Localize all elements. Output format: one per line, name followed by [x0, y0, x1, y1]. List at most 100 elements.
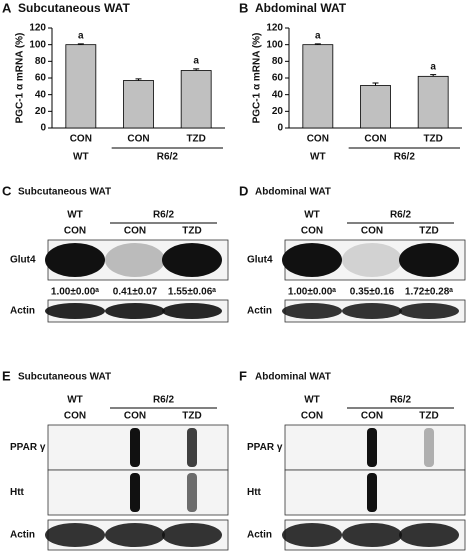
lane-label: CON [124, 226, 146, 237]
bar [302, 44, 334, 129]
row-label: Htt [247, 487, 262, 498]
blot-band [399, 243, 459, 277]
significance-label: a [193, 55, 199, 66]
row-label: PPAR γ [247, 442, 283, 453]
y-tick-label: 20 [272, 106, 284, 117]
group-label: R6/2 [157, 152, 179, 163]
blot-band [45, 243, 105, 277]
error-bar [430, 74, 437, 77]
group-label: WT [304, 395, 320, 406]
blot-band [187, 428, 197, 467]
bar [417, 75, 449, 129]
row-label: Glut4 [247, 255, 273, 266]
row-label: Glut4 [10, 255, 36, 266]
panel-title: Abdominal WAT [255, 372, 331, 383]
blot-band [130, 428, 140, 467]
blot-band [105, 523, 165, 547]
bar [360, 85, 391, 129]
blot-band [130, 473, 140, 512]
panel-title: Subcutaneous WAT [18, 1, 130, 15]
y-tick-label: 60 [272, 73, 284, 84]
significance-label: a [78, 30, 84, 41]
group-label: WT [73, 152, 89, 163]
blot-band [424, 428, 434, 467]
quantification: 1.00±0.00ᵃ [51, 287, 99, 298]
error-bar [314, 43, 321, 45]
y-tick-label: 20 [35, 106, 47, 117]
x-tick-label: CON [364, 134, 386, 145]
blot-band [367, 428, 377, 467]
group-label: R6/2 [153, 210, 175, 221]
lane-label: CON [124, 411, 146, 422]
blot-band [162, 243, 222, 277]
panel-letter: F [239, 368, 247, 383]
blot-band [105, 303, 165, 319]
quantification: 1.55±0.06ᵃ [168, 287, 216, 298]
blot-band [342, 243, 402, 277]
lane-label: TZD [419, 411, 438, 422]
y-tick-label: 40 [272, 89, 284, 100]
row-label: Actin [247, 306, 272, 317]
lane-label: TZD [182, 411, 201, 422]
lane-label: CON [361, 411, 383, 422]
blot-band [187, 473, 197, 512]
quantification: 0.41±0.07 [113, 287, 158, 298]
blot-band [399, 303, 459, 319]
group-label: WT [310, 152, 326, 163]
blot-band [162, 303, 222, 319]
x-tick-label: CON [127, 134, 149, 145]
blot-band [282, 303, 342, 319]
lane-label: CON [301, 226, 323, 237]
lane-label: CON [64, 226, 86, 237]
y-tick-label: 80 [272, 56, 284, 67]
lane-label: CON [301, 411, 323, 422]
group-label: WT [67, 210, 83, 221]
group-label: WT [304, 210, 320, 221]
bar [65, 44, 97, 129]
group-label: R6/2 [153, 395, 175, 406]
group-label: R6/2 [390, 395, 412, 406]
panel-letter: A [2, 0, 12, 15]
error-bar [372, 82, 379, 86]
blot-band [342, 523, 402, 547]
quantification: 1.72±0.28ᵃ [405, 287, 453, 298]
y-axis-label: PGC-1 α mRNA (%) [252, 33, 263, 124]
blot-band [45, 523, 105, 547]
y-axis-label: PGC-1 α mRNA (%) [15, 33, 26, 124]
error-bar [77, 43, 84, 45]
group-label: R6/2 [390, 210, 412, 221]
y-tick-label: 80 [35, 56, 47, 67]
y-tick-label: 120 [29, 23, 46, 34]
bar [180, 70, 212, 129]
panel-letter: B [239, 0, 248, 15]
y-tick-label: 100 [266, 39, 283, 50]
blot-band [399, 523, 459, 547]
x-tick-label: TZD [186, 134, 205, 145]
blot-band [282, 243, 342, 277]
x-tick-label: CON [307, 134, 329, 145]
y-tick-label: 40 [35, 89, 47, 100]
blot-band [342, 303, 402, 319]
row-label: Htt [10, 487, 25, 498]
row-label: Actin [10, 306, 35, 317]
error-bar [193, 68, 200, 71]
panel-title: Abdominal WAT [255, 1, 347, 15]
panel-letter: E [2, 368, 11, 383]
lane-label: CON [64, 411, 86, 422]
lane-label: TZD [419, 226, 438, 237]
y-tick-label: 60 [35, 73, 47, 84]
blot-band [105, 243, 165, 277]
panel-letter: D [239, 183, 248, 198]
y-tick-label: 0 [277, 123, 283, 134]
panel-title: Abdominal WAT [255, 187, 331, 198]
panel-title: Subcutaneous WAT [18, 372, 111, 383]
blot-band [162, 523, 222, 547]
y-tick-label: 100 [29, 39, 46, 50]
group-label: WT [67, 395, 83, 406]
significance-label: a [315, 30, 321, 41]
blot-band [282, 523, 342, 547]
row-label: Actin [247, 530, 272, 541]
quantification: 1.00±0.00ᵃ [288, 287, 336, 298]
quantification: 0.35±0.16 [350, 287, 395, 298]
